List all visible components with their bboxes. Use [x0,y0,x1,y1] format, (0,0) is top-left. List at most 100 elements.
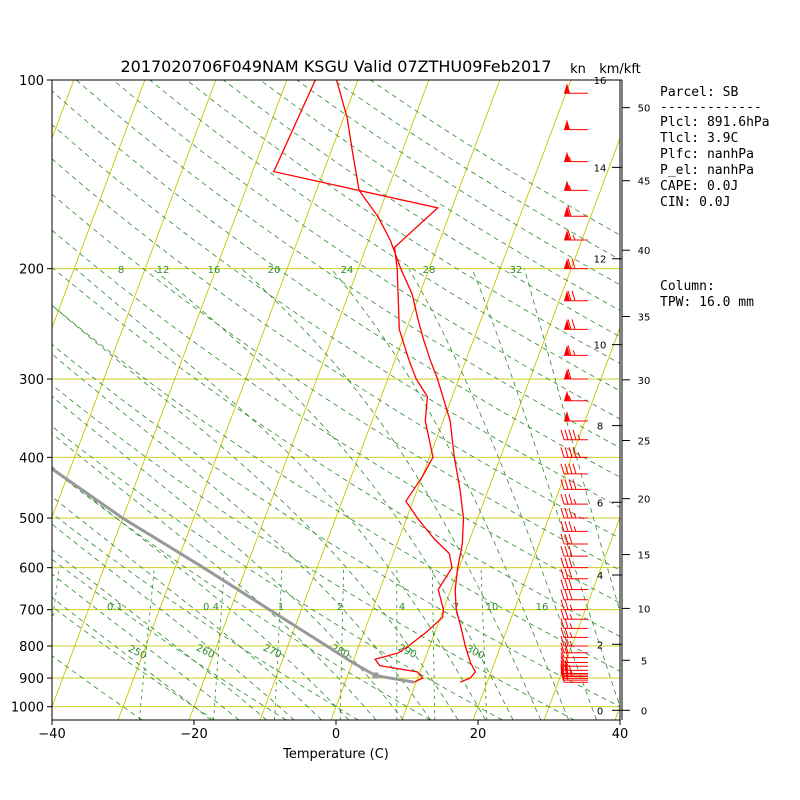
barb-feather [564,521,569,532]
barb-half-feather [569,623,573,629]
barb-pennant [564,319,570,330]
barb-feather [564,618,569,629]
barb-feather [567,206,572,217]
barb-pennant [564,83,570,94]
barb-half-feather [577,434,581,440]
moist-adiabat-line [523,268,620,613]
dry-adiabat-line [52,425,503,720]
kft-tick-label: 35 [638,312,651,323]
wind-barb [560,579,588,590]
barb-feather [568,545,573,557]
barb-feather [560,670,565,681]
barb-feather [568,533,573,545]
wind-barb [564,229,588,241]
mixing-ratio-label: 1 [278,602,284,613]
barb-half-feather [568,156,572,162]
kft-tick-label: 25 [638,436,651,447]
barb-feather [564,579,569,590]
barb-feather [564,663,569,674]
wind-barb [564,258,588,270]
dry-adiabat-line [112,80,620,420]
y-tick-label: 500 [19,512,44,527]
wind-barb [560,568,588,580]
barb-feather [564,557,569,568]
mixing-ratio-line [213,567,225,720]
y-tick-label: 800 [19,640,44,655]
barb-half-feather [577,452,581,458]
barb-half-feather [569,640,573,647]
y-tick-label: 200 [19,263,44,278]
barb-half-feather [572,350,576,356]
km-tick-label: 0 [597,706,603,717]
kft-tick-label: 20 [638,495,651,506]
barb-pennant [564,258,570,269]
barb-half-feather [568,395,572,401]
barb-pennant [564,369,570,380]
y-tick-label: 300 [19,373,44,388]
barb-half-feather [569,668,573,674]
wind-barb [560,521,588,532]
dry-adiabat-line [52,229,620,604]
y-tick-label: 400 [19,451,44,466]
barb-half-feather [565,657,569,663]
y-tick-label: 700 [19,604,44,619]
km-tick-label: 16 [594,76,607,87]
kft-tick-label: 15 [638,551,651,562]
wind-barb [560,599,588,611]
upper-value-label: 16 [208,265,221,276]
wind-barb [560,545,588,557]
theta-label: 270 [261,643,283,661]
dry-adiabat-line [52,513,359,720]
parcel-line: ------------- [660,100,762,115]
barb-half-feather [568,185,572,191]
moist-adiabat-line [408,268,597,720]
x-tick-label: −40 [38,727,65,742]
barb-feather [560,627,565,638]
barb-feather [564,627,569,638]
barb-feather [572,447,577,458]
barb-pennant [564,290,570,301]
mixing-ratio-line [431,567,436,720]
height-axis: 0 2 4 6 8 10 12 14 16 0 5 10 15 20 25 30 35 40 45 50 [594,76,651,720]
barb-half-feather [569,604,573,610]
wind-barb [560,429,588,441]
barb-pennant [564,119,570,130]
wind-barb [564,319,588,330]
barb-pennant [564,151,570,162]
upper-value-label: 32 [510,265,523,276]
mixing-ratio-line [480,567,488,720]
axes-layer: −40 −20 0 20 4010020030040050060070080090010… [11,74,628,742]
barb-feather [560,635,565,647]
wind-barb [560,618,588,629]
dry-adiabat-line [52,124,620,508]
barb-feather [567,229,572,241]
barb-half-feather [569,614,573,620]
moist-adiabat-line [52,432,377,720]
barb-feather [567,368,572,380]
dry-adiabat-line [52,384,575,720]
dry-adiabat-line [186,80,620,364]
mixing-ratio-label: 0.4 [203,602,219,613]
barb-pennant [564,206,570,217]
barb-feather [572,429,577,440]
dry-adiabat-line [52,90,620,478]
km-tick-label: 8 [597,422,603,433]
mixing-ratio-label: 0.1 [107,602,123,613]
isotherm-line [757,80,800,720]
isotherm-line [188,80,430,720]
x-tick-label: 40 [612,727,629,742]
wind-barb [564,390,588,402]
barb-half-feather [573,498,577,505]
barb-feather [564,589,569,600]
barb-feather [564,609,569,620]
theta-label: 260 [194,643,216,661]
km-tick-label: 2 [597,640,603,651]
wind-barb [560,589,588,601]
barb-feather [560,533,565,545]
barb-feather [564,599,569,610]
barb-half-feather [569,671,573,677]
mixing-ratio-label: 16 [536,602,549,613]
barb-feather [572,479,577,490]
dry-adiabat-line [52,344,620,708]
